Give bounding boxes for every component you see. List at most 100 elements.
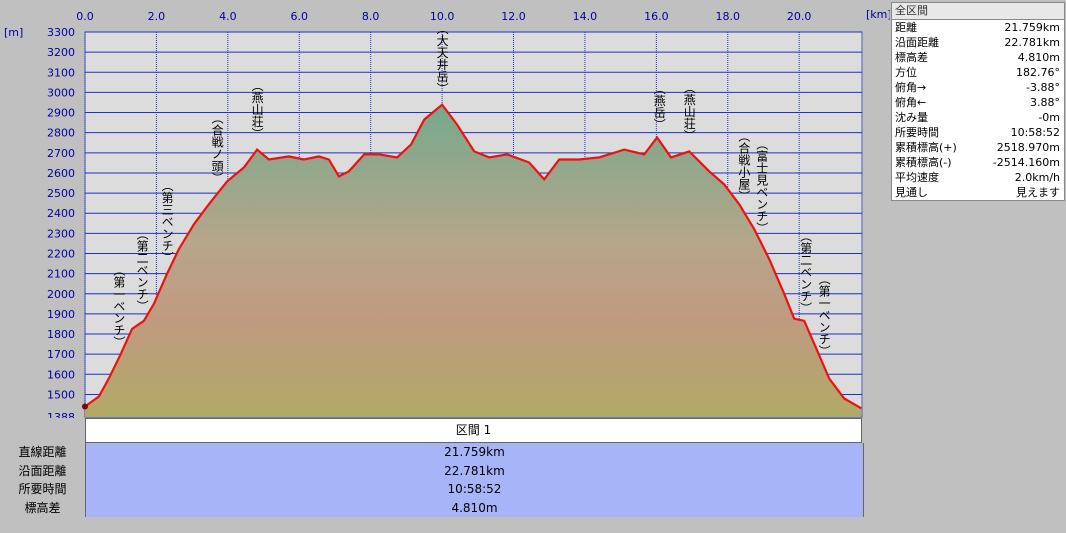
annotation: （第一ベンチ） <box>112 264 126 348</box>
section-row: 沿面距離 22.781km <box>0 461 864 480</box>
summary-label: 標高差 <box>895 51 928 64</box>
summary-label: 俯角← <box>895 96 927 109</box>
summary-value: 3.88° <box>1030 96 1060 109</box>
summary-panel: 全区間 距離 21.759km 沿面距離 22.781km 標高差 4.810m 方位 182… <box>891 2 1065 201</box>
summary-row: 所要時間 10:58:52 <box>892 125 1064 140</box>
x-tick-label: 6.0 <box>291 10 309 23</box>
x-tick-label: 20.0 <box>787 10 812 23</box>
summary-label: 累積標高(+) <box>895 141 957 154</box>
y-axis-label: [m] <box>4 26 23 39</box>
section-value: 22.781km <box>85 461 864 480</box>
summary-label: 方位 <box>895 66 917 79</box>
summary-value: 21.759km <box>1004 21 1060 34</box>
summary-label: 俯角→ <box>895 81 927 94</box>
start-marker <box>82 403 88 410</box>
summary-row: 方位 182.76° <box>892 65 1064 80</box>
summary-value: 2518.970m <box>996 141 1060 154</box>
section-label: 直線距離 <box>18 445 67 459</box>
summary-row: 累積標高(+) 2518.970m <box>892 140 1064 155</box>
summary-row: 俯角→ -3.88° <box>892 80 1064 95</box>
section-value: 10:58:52 <box>85 480 864 499</box>
profile-line <box>84 103 862 410</box>
y-tick-label: 1500 <box>47 388 75 401</box>
chart: [m] [km] 1388 1500 1600 1700 1800 1900 2000 210… <box>4 8 890 418</box>
area <box>85 104 862 417</box>
y-tick-label: 3000 <box>47 86 75 99</box>
x-tick-label: 4.0 <box>219 10 237 23</box>
section-value: 4.810m <box>85 498 864 517</box>
summary-label: 平均速度 <box>895 171 939 184</box>
x-tick-label: 16.0 <box>644 10 669 23</box>
summary-value: 182.76° <box>1016 66 1060 79</box>
annotation: （第二ベンチ） <box>799 230 813 314</box>
x-tick-label: 8.0 <box>362 10 380 23</box>
summary-title: 全区間 <box>892 3 1064 20</box>
summary-row: 距離 21.759km <box>892 20 1064 35</box>
section-label: 沿面距離 <box>18 463 67 478</box>
x-tick-label: 12.0 <box>501 10 526 23</box>
y-tick-label: 2900 <box>47 107 75 120</box>
summary-value: 2.0km/h <box>1014 171 1060 184</box>
annotation: （合戦小屋） <box>737 130 751 202</box>
x-tick-label: 10.0 <box>430 10 455 23</box>
section-row: 所要時間 10:58:52 <box>0 480 864 499</box>
y-tick-label: 3100 <box>47 66 75 79</box>
summary-value: -2514.160m <box>992 156 1060 169</box>
annotation: （富士見ベンチ） <box>755 138 769 234</box>
annotation: （第一ベンチ） <box>817 273 831 357</box>
summary-label: 沈み量 <box>895 111 928 124</box>
y-tick-label: 2200 <box>47 247 75 260</box>
summary-value: -3.88° <box>1026 81 1060 94</box>
summary-row: 沈み量 -0m <box>892 110 1064 125</box>
y-tick-label: 2300 <box>47 227 75 240</box>
y-tick-label: 1388 <box>47 411 75 418</box>
annotation: （第二ベンチ） <box>135 228 149 312</box>
section-title: 区間 1 <box>85 418 862 443</box>
y-tick-label: 1700 <box>47 348 75 361</box>
section-row: 標高差 4.810m <box>0 498 864 517</box>
x-axis-label: [km] <box>866 8 890 21</box>
section-panel: 区間 1 直線距離 21.759km 沿面距離 22.781km 所要時間 10:58:5… <box>0 418 864 517</box>
y-tick-label: 2800 <box>47 127 75 140</box>
y-tick-label: 3300 <box>47 26 75 39</box>
summary-row: 見通し 見えます <box>892 185 1064 200</box>
x-tick-label: 2.0 <box>148 10 166 23</box>
summary-value: 4.810m <box>1017 51 1060 64</box>
x-tick-label: 18.0 <box>716 10 741 23</box>
section-label: 所要時間 <box>18 482 67 496</box>
y-tick-label: 2500 <box>47 187 75 200</box>
y-tick-label: 2400 <box>47 207 75 220</box>
y-tick-label: 1900 <box>47 308 75 321</box>
summary-value: 見えます <box>1016 186 1060 199</box>
summary-value: -0m <box>1038 111 1060 124</box>
y-tick-label: 2100 <box>47 268 75 281</box>
summary-label: 沿面距離 <box>895 36 939 49</box>
summary-row: 俯角← 3.88° <box>892 95 1064 110</box>
summary-label: 所要時間 <box>895 126 939 139</box>
summary-value: 22.781km <box>1004 36 1060 49</box>
summary-row: 平均速度 2.0km/h <box>892 170 1064 185</box>
annotation: （燕山荘） <box>250 80 264 140</box>
summary-row: 標高差 4.810m <box>892 50 1064 65</box>
summary-value: 10:58:52 <box>1010 126 1060 139</box>
y-tick-label: 2000 <box>47 288 75 301</box>
y-tick-label: 3200 <box>47 46 75 59</box>
summary-row: 沿面距離 22.781km <box>892 35 1064 50</box>
y-tick-label: 1800 <box>47 328 75 341</box>
y-tick-label: 2700 <box>47 147 75 160</box>
annotation: （合戦ノ頭） <box>210 112 224 184</box>
annotation: （燕山荘） <box>682 81 696 141</box>
annotation: （大天井岳） <box>435 23 449 95</box>
y-tick-label: 2600 <box>47 167 75 180</box>
annotation: （燕岳） <box>652 83 666 131</box>
x-tick-label: 14.0 <box>573 10 598 23</box>
section-value: 21.759km <box>85 443 864 462</box>
section-row: 直線距離 21.759km <box>0 443 864 462</box>
summary-row: 累積標高(-) -2514.160m <box>892 155 1064 170</box>
annotation: （第三ベンチ） <box>160 180 174 264</box>
summary-label: 見通し <box>895 186 928 199</box>
summary-label: 距離 <box>895 21 917 34</box>
y-tick-label: 1600 <box>47 368 75 381</box>
summary-label: 累積標高(-) <box>895 156 952 169</box>
